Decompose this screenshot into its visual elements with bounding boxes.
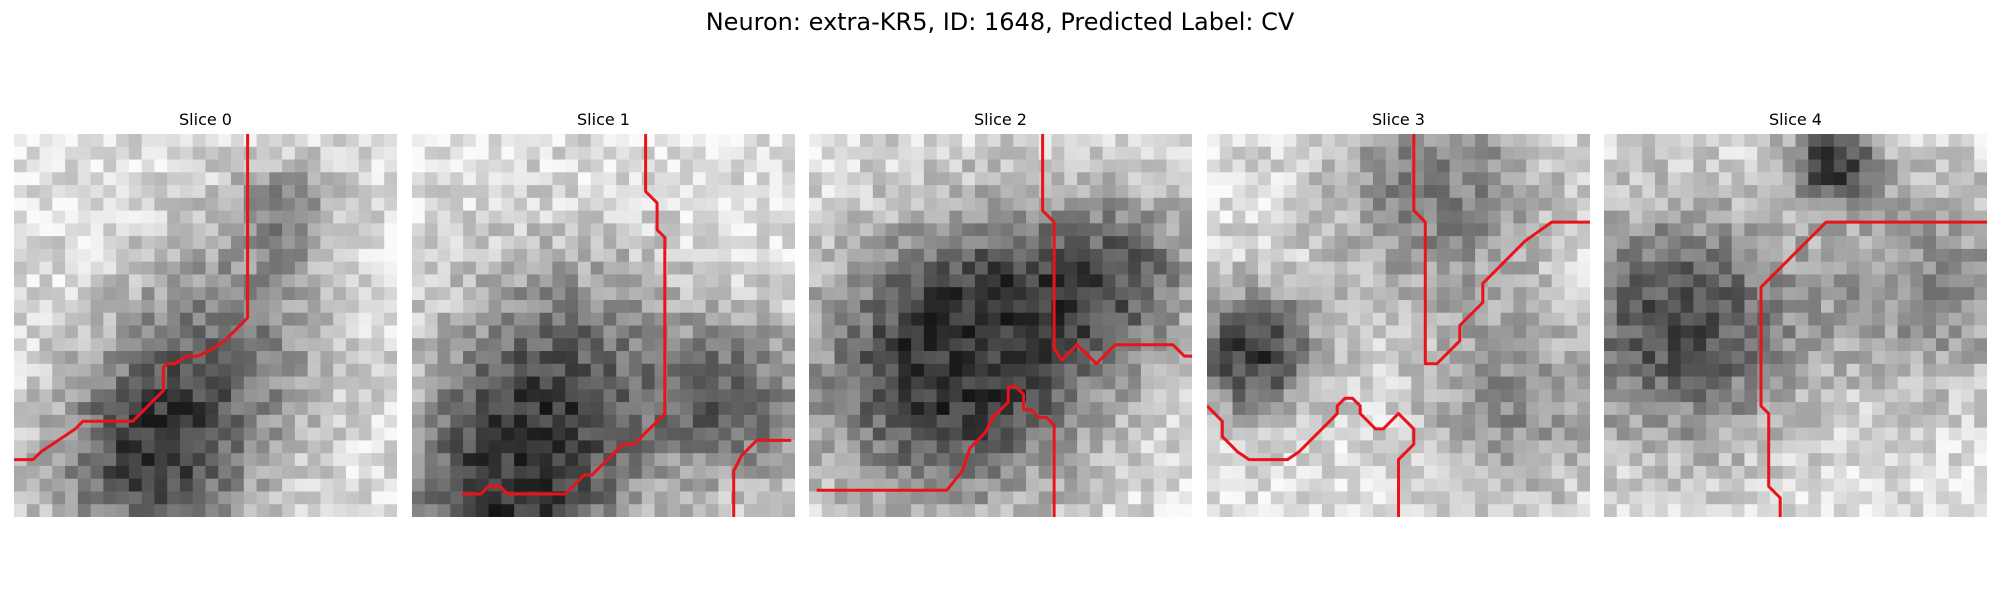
slice-image [1207, 134, 1590, 517]
red-trace-secondary [1207, 396, 1416, 517]
slice-image [14, 134, 397, 517]
slice-image [1604, 134, 1987, 517]
red-trace-secondary [732, 438, 792, 517]
slice-title: Slice 3 [1372, 110, 1425, 129]
figure-title: Neuron: extra-KR5, ID: 1648, Predicted L… [705, 8, 1295, 36]
red-trace [14, 134, 250, 462]
slice-image [412, 134, 795, 517]
red-trace [461, 134, 667, 496]
slice-image [809, 134, 1192, 517]
red-trace [1412, 134, 1590, 366]
slice-title: Slice 0 [179, 110, 232, 129]
slice-title: Slice 4 [1769, 110, 1822, 129]
red-trace [1759, 220, 1987, 517]
red-trace [1041, 134, 1192, 366]
slice-title: Slice 2 [974, 110, 1027, 129]
slice-title: Slice 1 [577, 110, 630, 129]
red-trace-secondary [816, 385, 1056, 517]
